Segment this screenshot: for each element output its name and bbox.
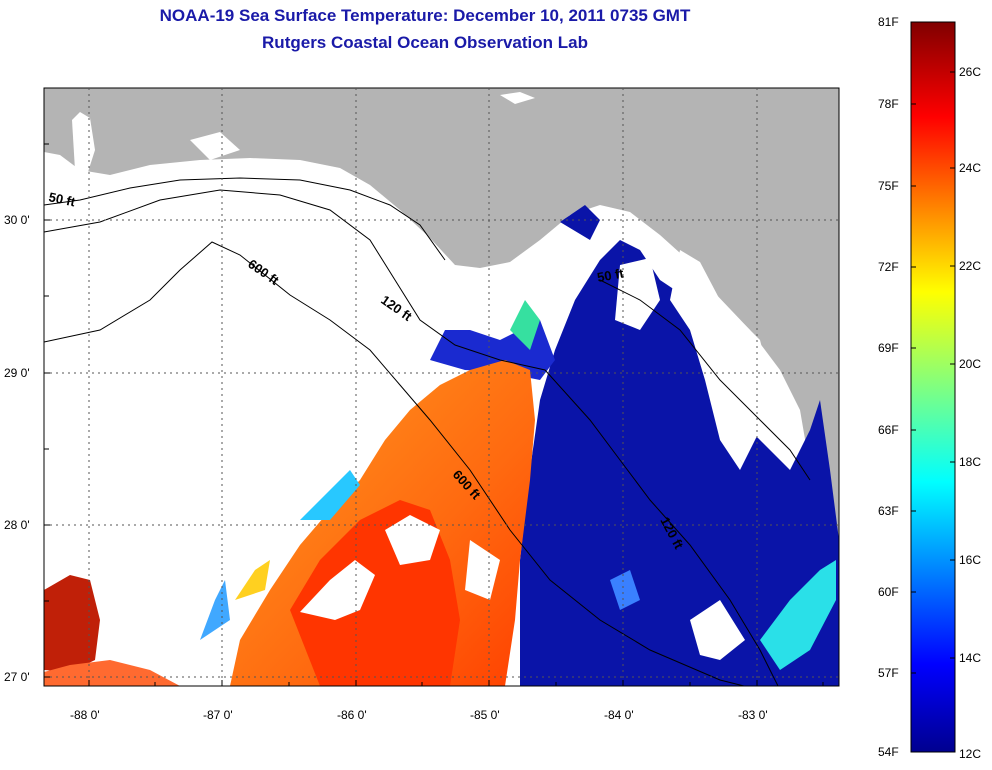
cloud-patch <box>615 258 660 330</box>
colorbar-label-c: 16C <box>959 553 982 567</box>
colorbar-label-c: 20C <box>959 357 982 371</box>
cloud-patch <box>385 515 440 565</box>
longitude-label: -87 0' <box>203 708 233 722</box>
colorbar-label-f: 69F <box>878 341 899 355</box>
bay-inlet <box>190 132 240 160</box>
frontal-filament <box>300 470 360 520</box>
latitude-label: 27 0' <box>4 670 30 684</box>
land-mass <box>44 88 839 540</box>
cold-filament <box>610 570 640 610</box>
contour-600ft-line <box>44 241 747 686</box>
contour-label: 50 ft <box>47 189 77 209</box>
colorbar-label-c: 14C <box>959 651 982 665</box>
map-frame <box>43 87 840 687</box>
coastal-cyan-patch <box>760 560 836 670</box>
contour-label: 50 ft <box>596 265 626 285</box>
axis-ticks <box>44 143 824 686</box>
colorbar-label-f: 54F <box>878 745 899 759</box>
latitude-label: 28 0' <box>4 518 30 532</box>
colorbar-label-f: 66F <box>878 423 899 437</box>
frontal-filament <box>235 560 270 600</box>
longitude-label: -85 0' <box>470 708 500 722</box>
colorbar-label-f: 63F <box>878 504 899 518</box>
cloud-patch <box>690 600 745 660</box>
longitude-label: -88 0' <box>70 708 100 722</box>
colorbar-label-c: 18C <box>959 455 982 469</box>
colorbar-label-f: 81F <box>878 15 899 29</box>
contour-coastal-50ft-line <box>599 279 811 481</box>
warm-water-patch <box>44 660 180 686</box>
colorbar-label-c: 22C <box>959 259 982 273</box>
colorbar-label-c: 12C <box>959 747 982 761</box>
cloud-patch <box>670 250 775 470</box>
longitude-label: -83 0' <box>738 708 768 722</box>
colorbar-label-f: 78F <box>878 97 899 111</box>
contour-120ft-line <box>44 189 779 686</box>
lake <box>500 92 535 104</box>
cold-water-region <box>520 240 839 686</box>
frontal-filament <box>200 580 230 640</box>
latitude-label: 29 0' <box>4 366 30 380</box>
frontal-filament <box>510 300 540 350</box>
bay-inlet <box>72 112 95 172</box>
colorbar-label-c: 26C <box>959 65 982 79</box>
warm-water-patch <box>44 575 100 672</box>
longitude-label: -84 0' <box>604 708 634 722</box>
colorbar-label-f: 75F <box>878 179 899 193</box>
graticule <box>44 88 839 686</box>
colorbar-label-f: 60F <box>878 585 899 599</box>
colorbar-label-f: 72F <box>878 260 899 274</box>
colorbar-label-c: 24C <box>959 161 982 175</box>
cold-water-patch <box>560 205 600 240</box>
colorbar-ticks <box>911 71 955 674</box>
cloud-patch <box>465 540 500 600</box>
colorbar-label-f: 57F <box>878 666 899 680</box>
map-subtitle: Rutgers Coastal Ocean Observation Lab <box>262 33 588 52</box>
colorbar <box>910 21 956 753</box>
map-title: NOAA-19 Sea Surface Temperature: Decembe… <box>159 6 691 25</box>
contour-50ft-line <box>44 177 446 261</box>
longitude-label: -86 0' <box>337 708 367 722</box>
latitude-label: 30 0' <box>4 213 30 227</box>
